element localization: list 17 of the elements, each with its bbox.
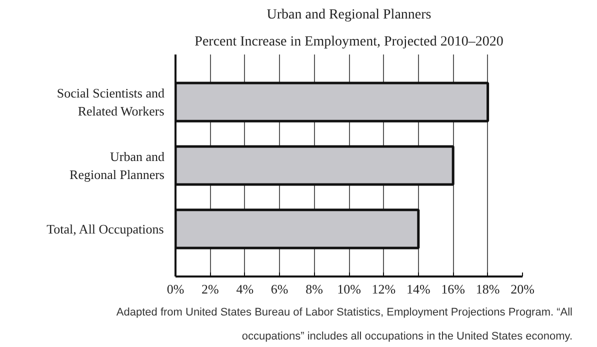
x-tick-label: 16%	[441, 282, 466, 296]
x-tick-label: 6%	[270, 282, 288, 296]
x-tick-label: 10%	[337, 282, 362, 296]
x-tick-label: 14%	[406, 282, 430, 296]
x-tick-label: 18%	[476, 282, 500, 296]
chart-title: Urban and Regional Planners	[266, 8, 432, 22]
x-tick-label: 20%	[510, 282, 535, 296]
y-tick-label: Social Scientists and Related Workers	[56, 86, 165, 119]
y-tick-label: Urban and Regional Planners	[70, 149, 165, 182]
x-tick-label: 12%	[372, 282, 396, 296]
x-tick-label: 0%	[166, 282, 184, 296]
x-tick-label: 2%	[202, 282, 220, 296]
y-tick-label: Total, All Occupations	[46, 221, 164, 236]
x-tick-label: 4%	[236, 282, 254, 296]
text: Adapted from United States Bureau of Labor Statistics, Employment Projections Program. “All occupations” includes all occupations in the United States economy.	[116, 306, 573, 342]
chart-subtitle: Percent Increase in Employment, Projected 2010–2020	[194, 34, 504, 50]
x-tick-label: 8%	[306, 282, 324, 296]
